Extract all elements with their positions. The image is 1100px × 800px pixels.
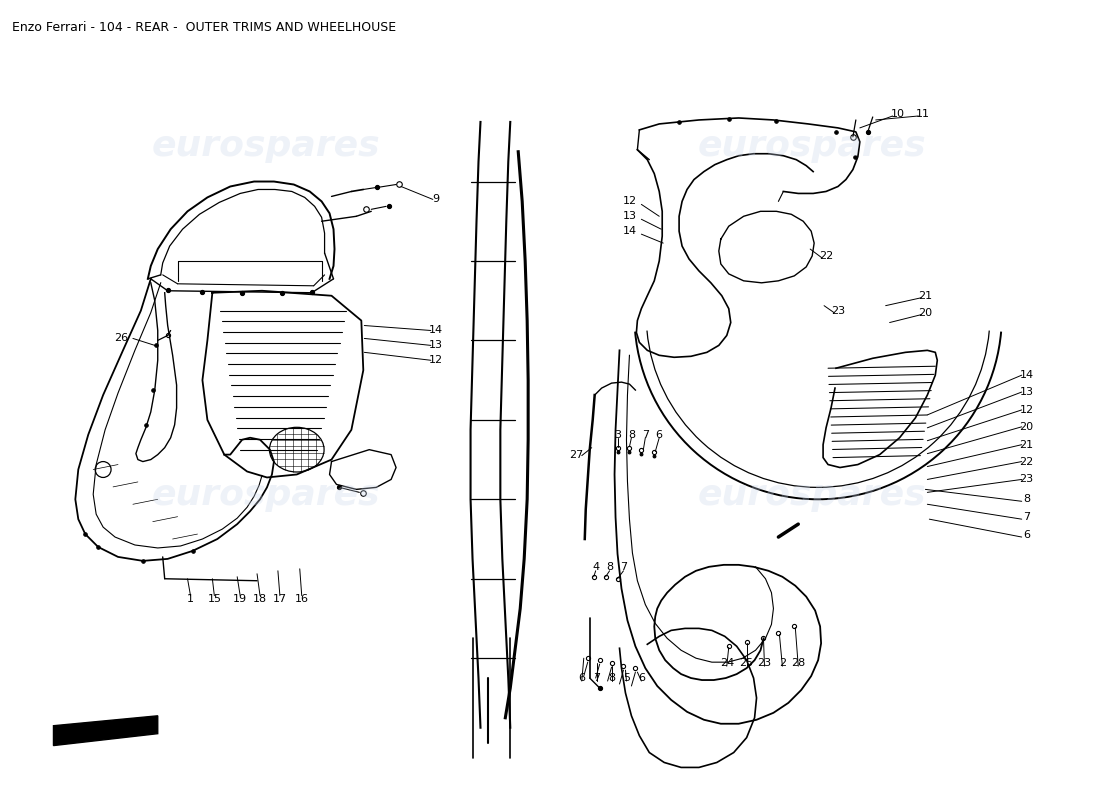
Text: 22: 22: [818, 251, 833, 261]
Text: 27: 27: [569, 450, 583, 460]
Text: 13: 13: [623, 211, 637, 222]
Text: 4: 4: [592, 562, 600, 572]
Text: 7: 7: [641, 430, 649, 440]
Text: 7: 7: [1023, 512, 1031, 522]
Text: 6: 6: [579, 673, 585, 683]
Text: 20: 20: [918, 308, 933, 318]
Text: 6: 6: [1023, 530, 1031, 540]
Text: 23: 23: [1020, 474, 1034, 485]
Text: 8: 8: [1023, 494, 1031, 504]
Text: 22: 22: [1020, 457, 1034, 466]
Text: 12: 12: [429, 355, 443, 366]
Text: 2: 2: [779, 658, 785, 668]
Text: 15: 15: [207, 594, 221, 604]
Text: 17: 17: [273, 594, 287, 604]
Text: 1: 1: [187, 594, 194, 604]
Text: 14: 14: [429, 326, 443, 335]
Polygon shape: [54, 716, 157, 746]
Text: 8: 8: [628, 430, 635, 440]
Text: 8: 8: [606, 562, 613, 572]
Text: 21: 21: [1020, 440, 1034, 450]
Text: 25: 25: [739, 658, 754, 668]
Text: 6: 6: [638, 673, 645, 683]
Text: 26: 26: [114, 334, 128, 343]
Text: 7: 7: [593, 673, 601, 683]
Text: 21: 21: [918, 290, 933, 301]
Text: 28: 28: [791, 658, 805, 668]
Text: 14: 14: [623, 226, 637, 236]
Text: 13: 13: [1020, 387, 1034, 397]
Text: eurospares: eurospares: [152, 478, 381, 512]
Text: 24: 24: [719, 658, 734, 668]
Text: 3: 3: [614, 430, 622, 440]
Text: eurospares: eurospares: [152, 129, 381, 162]
Text: 6: 6: [656, 430, 662, 440]
Text: 8: 8: [608, 673, 615, 683]
Text: 14: 14: [1020, 370, 1034, 380]
Text: 13: 13: [429, 340, 443, 350]
Text: 19: 19: [233, 594, 248, 604]
Text: eurospares: eurospares: [697, 478, 926, 512]
Text: 18: 18: [253, 594, 267, 604]
Text: eurospares: eurospares: [697, 129, 926, 162]
Text: 12: 12: [1020, 405, 1034, 415]
Text: 5: 5: [623, 673, 630, 683]
Text: 9: 9: [432, 194, 439, 205]
Text: 23: 23: [758, 658, 771, 668]
Text: 20: 20: [1020, 422, 1034, 432]
Text: 12: 12: [623, 196, 637, 206]
Text: 10: 10: [891, 109, 904, 119]
Text: 23: 23: [830, 306, 845, 316]
Text: 7: 7: [620, 562, 627, 572]
Text: 11: 11: [915, 109, 930, 119]
Text: Enzo Ferrari - 104 - REAR -  OUTER TRIMS AND WHEELHOUSE: Enzo Ferrari - 104 - REAR - OUTER TRIMS …: [12, 21, 396, 34]
Text: 16: 16: [295, 594, 309, 604]
